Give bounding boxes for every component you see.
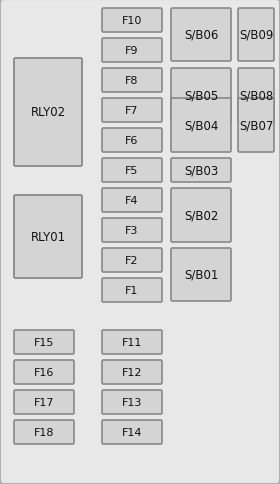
FancyBboxPatch shape [171,159,231,182]
FancyBboxPatch shape [14,330,74,354]
Text: S/B04: S/B04 [184,119,218,132]
Text: F14: F14 [122,427,142,437]
Text: F11: F11 [122,337,142,348]
Text: S/B06: S/B06 [184,29,218,42]
FancyBboxPatch shape [102,99,162,123]
FancyBboxPatch shape [102,159,162,182]
Text: F10: F10 [122,16,142,26]
Text: S/B09: S/B09 [239,29,273,42]
Text: F1: F1 [125,286,139,295]
Text: S/B05: S/B05 [184,90,218,102]
Text: F3: F3 [125,226,139,236]
FancyBboxPatch shape [171,189,231,242]
Text: F16: F16 [34,367,54,377]
Text: F13: F13 [122,397,142,407]
FancyBboxPatch shape [102,360,162,384]
Text: F2: F2 [125,256,139,265]
FancyBboxPatch shape [171,99,231,152]
Text: F15: F15 [34,337,54,348]
FancyBboxPatch shape [238,9,274,62]
Text: F17: F17 [34,397,54,407]
Text: S/B01: S/B01 [184,269,218,281]
Text: RLY02: RLY02 [31,106,66,119]
FancyBboxPatch shape [102,219,162,242]
FancyBboxPatch shape [102,330,162,354]
FancyBboxPatch shape [171,248,231,302]
Text: F4: F4 [125,196,139,206]
Text: F12: F12 [122,367,142,377]
FancyBboxPatch shape [102,390,162,414]
Text: F5: F5 [125,166,139,176]
FancyBboxPatch shape [14,390,74,414]
FancyBboxPatch shape [14,360,74,384]
FancyBboxPatch shape [102,189,162,212]
FancyBboxPatch shape [102,248,162,272]
FancyBboxPatch shape [171,9,231,62]
Text: F9: F9 [125,46,139,56]
FancyBboxPatch shape [171,69,231,123]
FancyBboxPatch shape [102,420,162,444]
FancyBboxPatch shape [102,278,162,302]
FancyBboxPatch shape [14,420,74,444]
Text: RLY01: RLY01 [31,230,66,243]
FancyBboxPatch shape [102,69,162,93]
Text: F18: F18 [34,427,54,437]
Text: F6: F6 [125,136,139,146]
Text: F8: F8 [125,76,139,86]
FancyBboxPatch shape [102,9,162,33]
FancyBboxPatch shape [102,129,162,152]
FancyBboxPatch shape [14,196,82,278]
Text: S/B08: S/B08 [239,90,273,102]
FancyBboxPatch shape [102,39,162,63]
FancyBboxPatch shape [238,69,274,123]
FancyBboxPatch shape [238,99,274,152]
Text: S/B02: S/B02 [184,209,218,222]
Text: S/B07: S/B07 [239,119,273,132]
Text: F7: F7 [125,106,139,116]
FancyBboxPatch shape [14,59,82,166]
Text: S/B03: S/B03 [184,164,218,177]
